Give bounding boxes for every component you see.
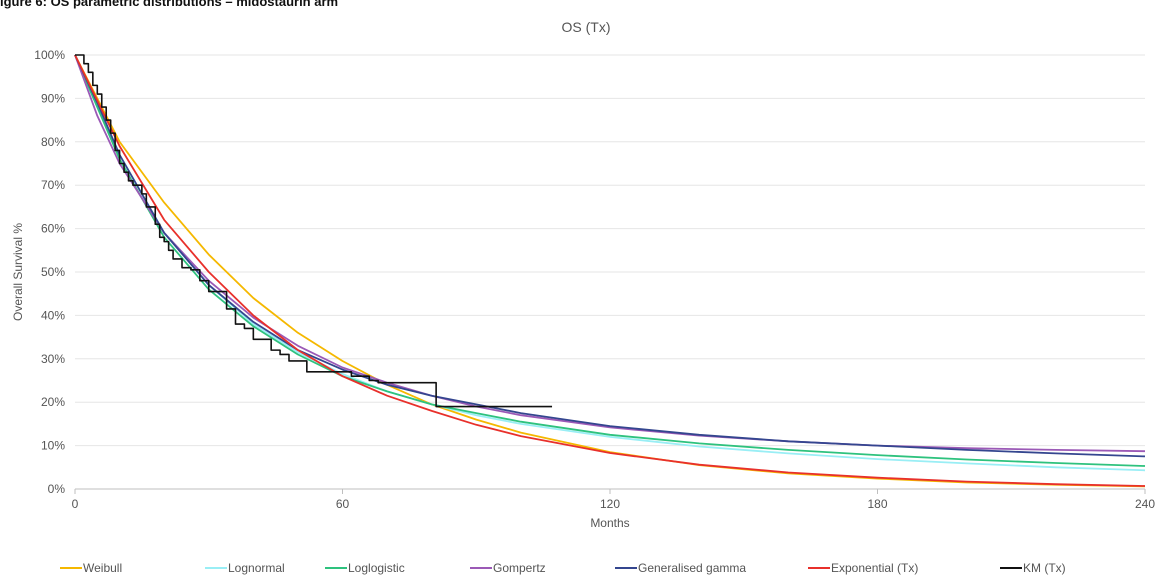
chart-title: OS (Tx)	[562, 19, 611, 35]
series-line-loglogistic	[74, 54, 1146, 467]
series-line-gompertz	[74, 54, 1146, 453]
series-line-lognormal	[74, 54, 1146, 472]
x-tick-label: 60	[336, 497, 350, 511]
series-lines	[74, 54, 1146, 488]
y-tick-label: 30%	[41, 352, 65, 366]
x-tick-label: 180	[867, 497, 887, 511]
series-line-km-tx	[75, 54, 553, 408]
legend-label-generalised-gamma: Generalised gamma	[638, 561, 746, 575]
gridlines	[75, 54, 1145, 447]
x-tick-label: 240	[1135, 497, 1155, 511]
series-line-generalised-gamma	[74, 54, 1146, 458]
legend-label-lognormal: Lognormal	[228, 561, 285, 575]
legend-label-loglogistic: Loglogistic	[348, 561, 405, 575]
y-tick-label: 20%	[41, 395, 65, 409]
y-tick-label: 90%	[41, 91, 65, 105]
legend-label-weibull: Weibull	[83, 561, 122, 575]
x-axis-title: Months	[590, 516, 629, 530]
y-tick-label: 50%	[41, 265, 65, 279]
series-line-weibull	[74, 54, 1146, 488]
x-tick-label: 120	[600, 497, 620, 511]
legend-label-exponential-tx: Exponential (Tx)	[831, 561, 918, 575]
figure-caption: igure 6: OS parametric distributions – m…	[0, 0, 339, 9]
y-tick-label: 10%	[41, 439, 65, 453]
y-tick-label: 70%	[41, 178, 65, 192]
legend-label-km-tx: KM (Tx)	[1023, 561, 1066, 575]
y-axis-title: Overall Survival %	[11, 223, 25, 321]
y-tick-label: 40%	[41, 308, 65, 322]
y-tick-label: 100%	[34, 48, 65, 62]
y-tick-label: 60%	[41, 222, 65, 236]
x-tick-label: 0	[72, 497, 79, 511]
axes: 0% 10% 20% 30% 40% 50% 60% 70% 80% 90% 100% 0 60 120 1…	[34, 48, 1155, 511]
series-line-exponential-tx	[74, 54, 1146, 487]
y-tick-label: 0%	[48, 482, 66, 496]
y-tick-label: 80%	[41, 135, 65, 149]
legend-label-gompertz: Gompertz	[493, 561, 546, 575]
legend: Weibull Lognormal Loglogistic Gompertz Gener…	[60, 561, 1066, 575]
